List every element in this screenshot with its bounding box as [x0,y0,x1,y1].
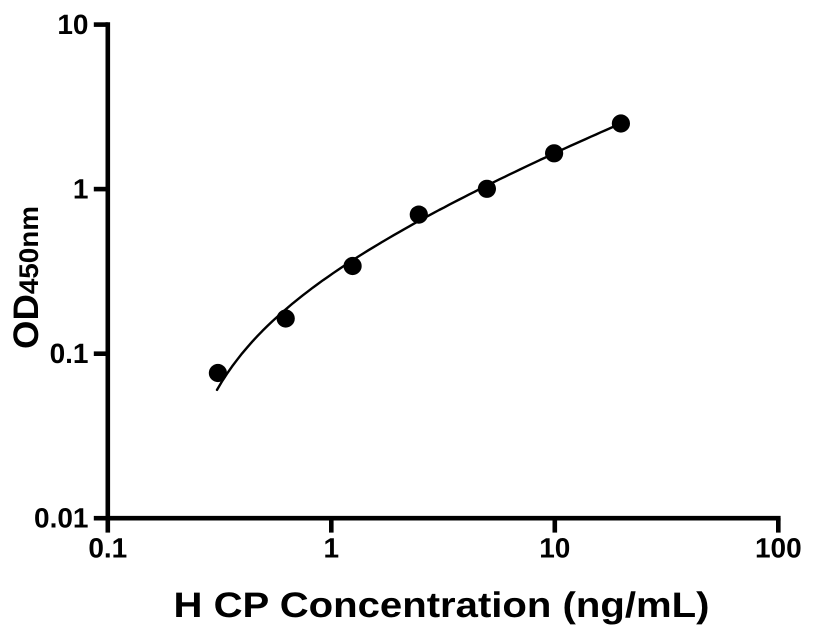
svg-text:0.1: 0.1 [88,532,127,563]
svg-text:10: 10 [539,532,570,563]
svg-text:0.01: 0.01 [34,503,89,534]
svg-text:0.1: 0.1 [50,338,89,369]
svg-text:1: 1 [73,174,89,205]
svg-text:10: 10 [57,9,88,40]
svg-text:100: 100 [755,532,802,563]
svg-text:H CP Concentration (ng/mL): H CP Concentration (ng/mL) [174,585,710,625]
svg-text:1: 1 [324,532,340,563]
